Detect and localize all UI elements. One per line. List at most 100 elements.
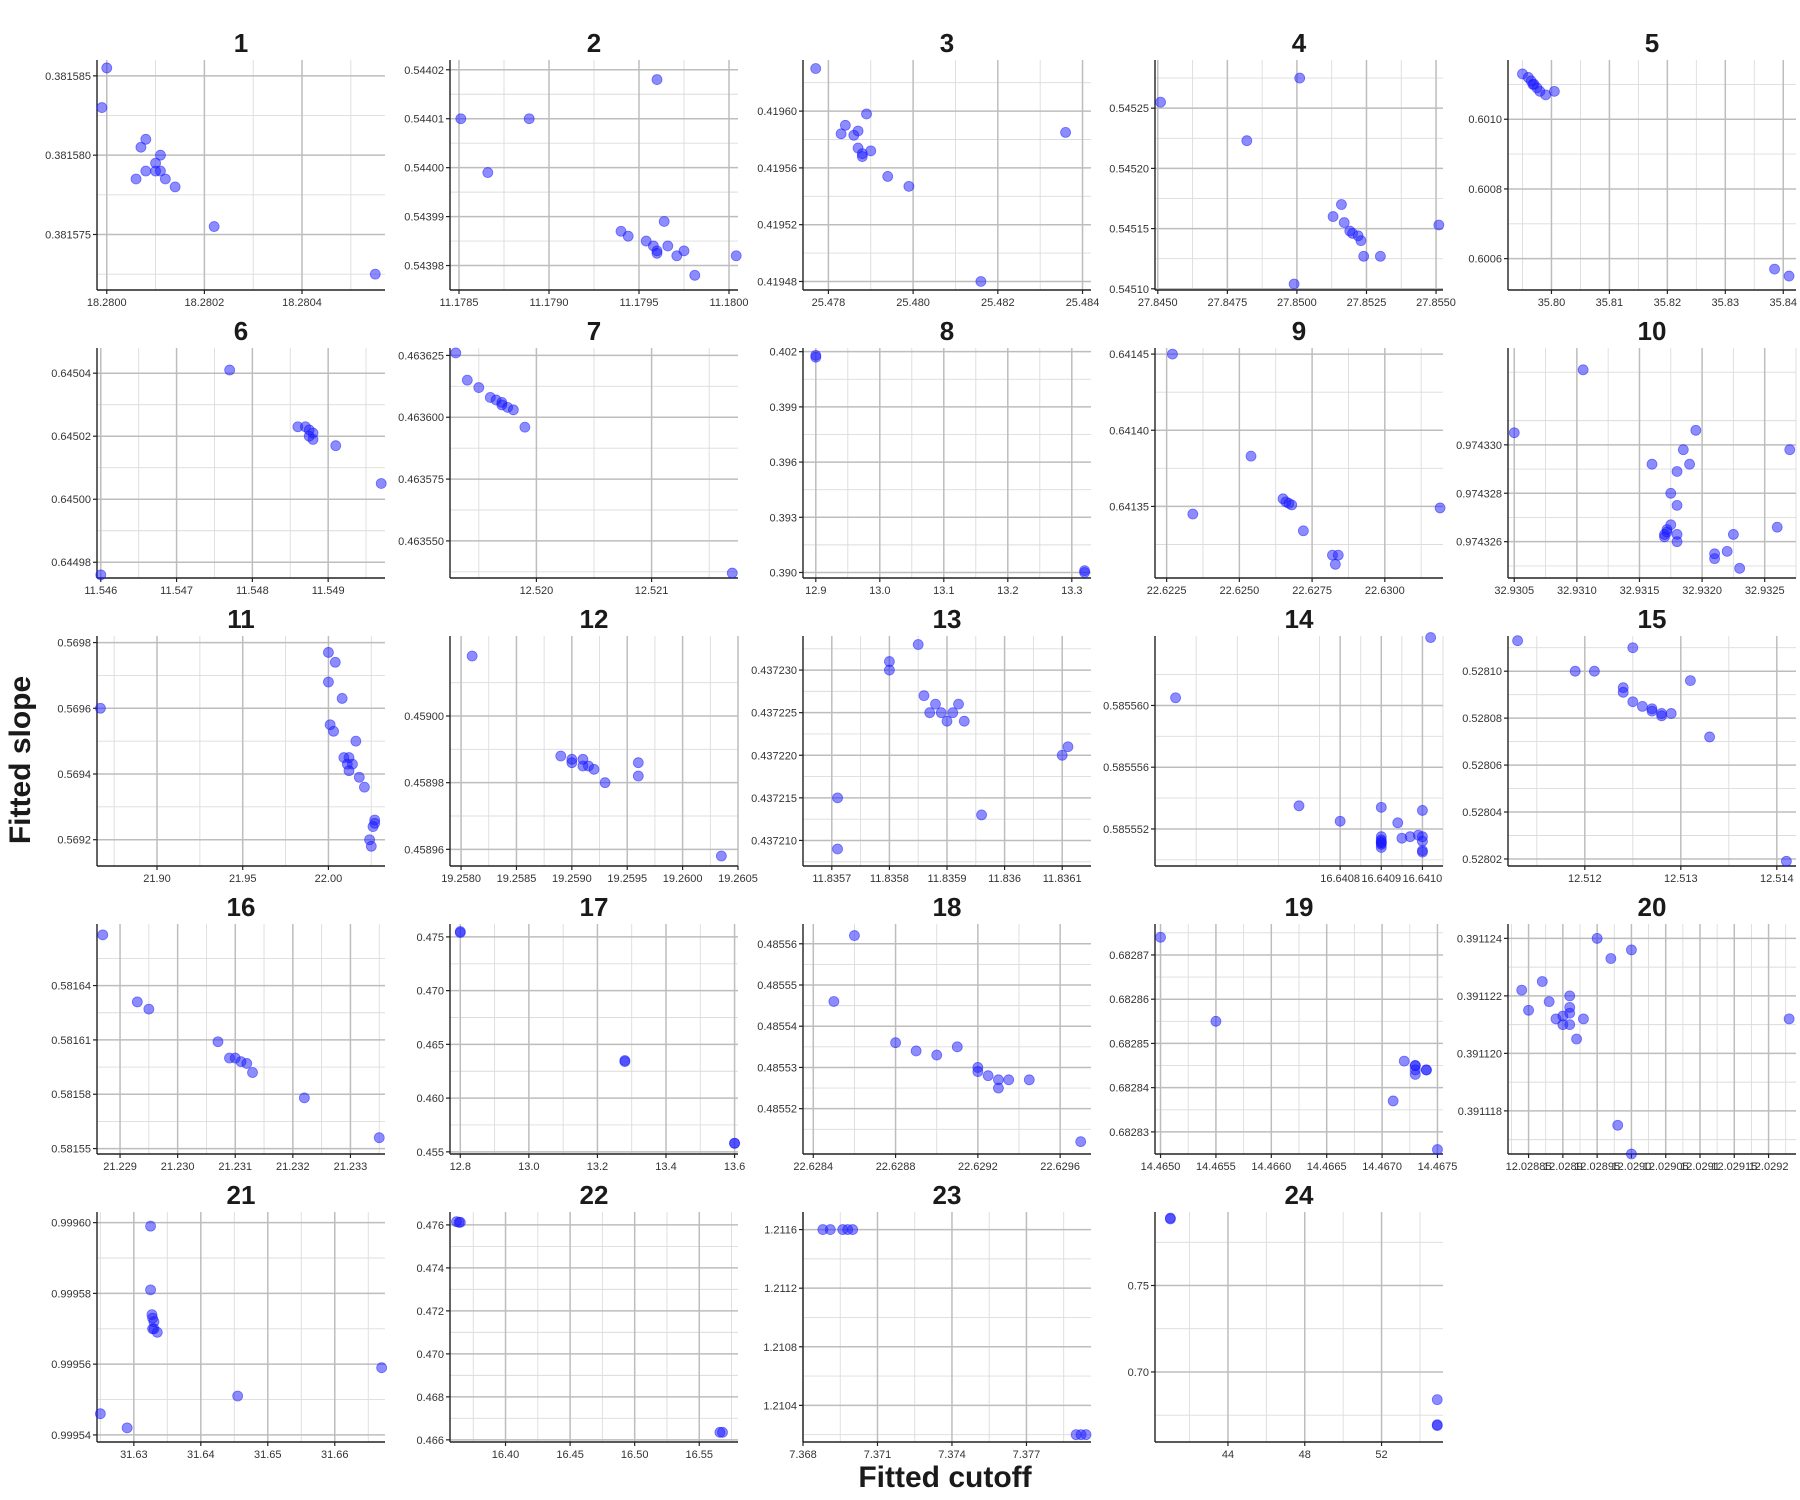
x-tick-label: 19.2590 <box>552 873 592 885</box>
y-tick-label: 0.974328 <box>1456 488 1502 500</box>
data-point <box>566 757 578 769</box>
data-point <box>678 245 690 257</box>
x-tick-label: 13.0 <box>518 1161 539 1173</box>
panel-18: 18 22.6284 22.6288 22.6292 22.6296 0.48552 0.4… <box>757 892 1091 1173</box>
data-point <box>155 165 166 177</box>
data-point <box>1646 458 1658 470</box>
panel-title: 18 <box>933 892 962 922</box>
data-point <box>145 1284 156 1296</box>
panel-16: 16 21.229 21.230 21.231 21.232 21.233 0.58155 0… <box>51 892 385 1173</box>
data-point <box>951 1041 963 1053</box>
data-point <box>150 157 161 169</box>
data-point <box>1003 1074 1015 1086</box>
y-tick-label: 0.68283 <box>1109 1127 1149 1139</box>
data-point <box>975 276 987 287</box>
x-tick-label: 14.4650 <box>1141 1161 1181 1173</box>
data-point <box>1336 199 1347 210</box>
data-point <box>519 421 531 433</box>
data-point <box>730 250 742 262</box>
data-point <box>328 725 339 737</box>
y-tick-label: 0.75 <box>1128 1280 1149 1292</box>
y-tick-label: 0.68285 <box>1109 1038 1149 1050</box>
data-point <box>307 433 319 445</box>
x-tick-label: 19.2580 <box>441 873 481 885</box>
y-tick-label: 0.5692 <box>57 835 91 847</box>
x-tick-label: 22.6225 <box>1147 585 1187 597</box>
x-tick-label: 7.374 <box>938 1449 966 1461</box>
data-point <box>903 180 915 192</box>
data-point <box>1155 96 1166 108</box>
data-point <box>1294 72 1306 84</box>
y-tick-label: 0.460 <box>416 1093 444 1105</box>
panel-title: 11 <box>227 604 255 634</box>
data-point <box>729 1137 740 1149</box>
data-point <box>1288 278 1300 290</box>
data-point <box>1355 235 1367 247</box>
y-tick-label: 0.54400 <box>404 163 444 175</box>
data-point <box>651 74 663 85</box>
data-point <box>1627 696 1639 708</box>
data-point <box>619 1055 631 1066</box>
data-point <box>941 715 953 727</box>
panels: 1 18.2800 18.2802 18.2804 0.381575 0.381580 0.… <box>45 28 1797 1461</box>
y-tick-label: 0.48556 <box>757 939 797 951</box>
x-axis-title: Fitted cutoff <box>858 1461 1032 1494</box>
data-point <box>1671 536 1683 548</box>
y-tick-label: 0.466 <box>416 1435 444 1447</box>
panel-title: 16 <box>227 892 256 922</box>
y-tick-label: 0.585552 <box>1103 824 1149 836</box>
data-point <box>373 1132 385 1144</box>
y-tick-label: 0.5694 <box>57 769 91 781</box>
x-tick-label: 22.6296 <box>1040 1161 1080 1173</box>
panel-7: 7 12.520 12.521 0.463550 0.463575 0.463600 0.4… <box>398 316 738 597</box>
data-point <box>849 930 860 941</box>
data-point <box>1425 632 1437 643</box>
panel-3: 3 25.478 25.480 25.482 25.484 0.41948 0.41952 0… <box>757 28 1099 309</box>
data-point <box>336 693 348 704</box>
data-point <box>151 1326 163 1338</box>
y-tick-label: 0.52810 <box>1462 666 1502 678</box>
data-point <box>1167 348 1178 360</box>
data-point <box>828 996 840 1007</box>
x-tick-label: 11.836 <box>988 873 1021 885</box>
data-point <box>1060 127 1071 138</box>
y-tick-label: 0.45898 <box>404 778 444 790</box>
panel-17: 17 12.8 13.0 13.2 13.4 13.6 0.455 0.460 0.465 0.4… <box>416 892 745 1173</box>
y-tick-label: 0.64500 <box>51 494 91 506</box>
panel-title: 7 <box>587 316 601 346</box>
y-tick-label: 0.437225 <box>751 708 797 720</box>
y-tick-label: 0.470 <box>416 1349 444 1361</box>
data-point <box>1626 1148 1637 1160</box>
panel-title: 5 <box>1645 28 1659 58</box>
data-point <box>1358 250 1370 262</box>
y-tick-label: 0.437210 <box>751 835 797 847</box>
x-tick-label: 31.66 <box>321 1449 349 1461</box>
x-tick-label: 21.229 <box>103 1161 137 1173</box>
data-point <box>1187 508 1199 520</box>
y-tick-label: 0.99954 <box>51 1430 91 1442</box>
data-point <box>910 1045 922 1057</box>
x-tick-label: 12.02915 <box>1711 1161 1757 1173</box>
data-point <box>1671 499 1683 511</box>
x-tick-label: 35.84 <box>1769 297 1797 309</box>
panel-title: 15 <box>1638 604 1667 634</box>
x-tick-label: 35.82 <box>1654 297 1682 309</box>
x-tick-label: 16.50 <box>621 1449 649 1461</box>
data-point <box>1297 525 1309 537</box>
data-point <box>1293 800 1305 812</box>
data-point <box>323 647 334 658</box>
panel-title: 14 <box>1285 604 1314 634</box>
y-tick-label: 0.399 <box>769 402 797 414</box>
data-point <box>1164 1213 1176 1225</box>
y-tick-label: 0.463575 <box>398 474 444 486</box>
panel-1: 1 18.2800 18.2802 18.2804 0.381575 0.381580 0.… <box>45 28 385 309</box>
data-point <box>958 715 970 727</box>
data-point <box>810 63 822 74</box>
y-tick-label: 0.6006 <box>1468 254 1502 266</box>
x-tick-label: 12.02905 <box>1643 1161 1689 1173</box>
y-tick-label: 0.58155 <box>51 1144 91 1156</box>
data-point <box>622 230 634 242</box>
x-tick-label: 12.02895 <box>1574 1161 1620 1173</box>
data-point <box>247 1067 258 1078</box>
